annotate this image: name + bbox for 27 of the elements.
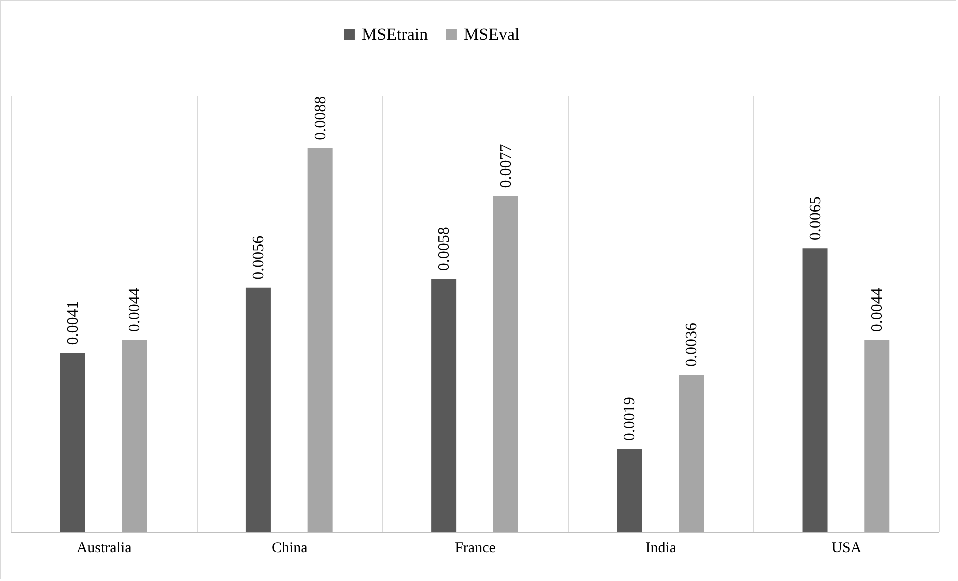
x-tick-label: USA <box>832 540 862 556</box>
bar <box>122 340 148 532</box>
bar <box>617 449 642 532</box>
data-label: 0.0077 <box>498 144 515 188</box>
x-tick-label: France <box>455 540 496 556</box>
legend-label: MSEval <box>464 24 520 44</box>
data-label: 0.0036 <box>684 323 701 368</box>
x-tick-label: Australia <box>76 540 132 556</box>
legend-label: MSEtrain <box>362 24 429 44</box>
data-label: 0.0058 <box>436 227 454 272</box>
bar <box>308 148 333 532</box>
bar <box>864 340 890 532</box>
data-label: 0.0044 <box>869 288 886 332</box>
bar <box>432 279 457 532</box>
data-label: 0.0056 <box>250 236 268 280</box>
x-tick-label: India <box>646 540 677 556</box>
bar <box>60 353 86 532</box>
data-label: 0.0088 <box>312 96 330 140</box>
data-label: 0.0041 <box>64 301 82 346</box>
data-label: 0.0065 <box>807 196 824 241</box>
bar <box>246 288 271 532</box>
bar <box>679 375 704 532</box>
bar <box>493 196 518 532</box>
x-tick-label: China <box>272 540 308 556</box>
data-label: 0.0019 <box>622 397 639 442</box>
data-label: 0.0044 <box>126 288 144 332</box>
bar <box>802 248 828 532</box>
